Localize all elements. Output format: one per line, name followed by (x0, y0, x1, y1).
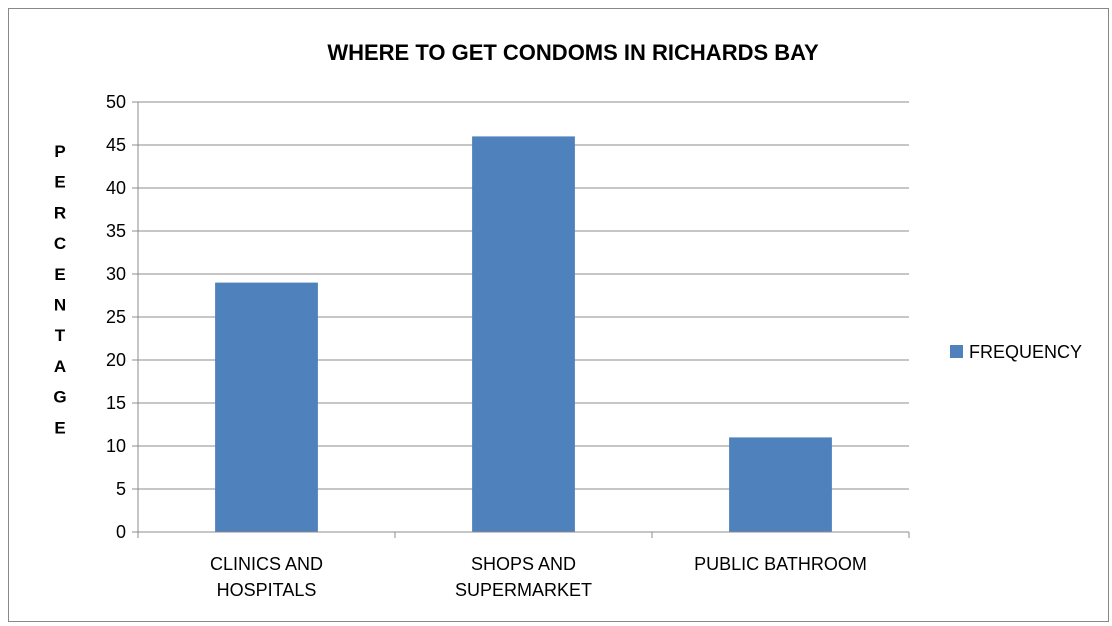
x-tick-label: SHOPS AND SUPERMARKET (455, 554, 592, 600)
legend-swatch (950, 345, 963, 358)
bar (729, 437, 832, 532)
y-tick-label: 45 (106, 135, 126, 155)
y-axis-ticks: 0 5 10 15 20 25 30 35 40 45 50 (106, 92, 138, 542)
legend: FREQUENCY (950, 342, 1082, 362)
x-tick-label: PUBLIC BATHROOM (694, 554, 867, 574)
bar (472, 136, 575, 532)
y-tick-label: 50 (106, 92, 126, 112)
y-tick-label: 0 (116, 522, 126, 542)
chart-title: WHERE TO GET CONDOMS IN RICHARDS BAY (327, 40, 819, 65)
y-tick-label: 30 (106, 264, 126, 284)
y-tick-label: 5 (116, 479, 126, 499)
y-tick-label: 20 (106, 350, 126, 370)
legend-label: FREQUENCY (969, 342, 1082, 362)
bar (215, 282, 318, 532)
axes (137, 102, 910, 538)
y-tick-label: 15 (106, 393, 126, 413)
x-tick-label: CLINICS AND HOSPITALS (210, 554, 323, 600)
y-tick-label: 10 (106, 436, 126, 456)
y-tick-label: 25 (106, 307, 126, 327)
x-axis-labels: CLINICS AND HOSPITALS SHOPS AND SUPERMARKET… (210, 554, 867, 600)
bars (215, 136, 832, 532)
y-tick-label: 35 (106, 221, 126, 241)
y-tick-label: 40 (106, 178, 126, 198)
